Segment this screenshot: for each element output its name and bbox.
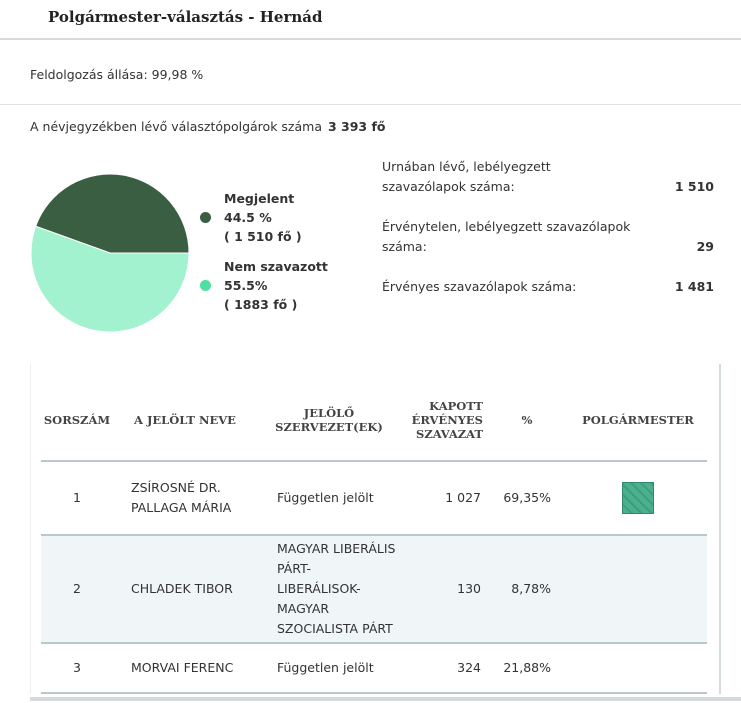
cell-organization: MAGYAR LIBERÁLIS PÁRT- LIBERÁLISOK-MAGYA… [257, 535, 401, 644]
pie-slice-appeared [35, 173, 190, 254]
cell-name: MORVAI FERENC [113, 643, 257, 694]
legend-dot-not-voted [200, 280, 211, 291]
legend-count: ( 1 510 fő ) [224, 229, 302, 244]
legend-not-voted: Nem szavazott 55.5% ( 1883 fő ) [224, 257, 328, 314]
cell-organization: Független jelölt [257, 643, 401, 694]
stat-label: Érvényes szavazólapok száma: [382, 279, 577, 294]
results-card: SORSZÁM A JELÖLT NEVE JELÖLŐ SZERVEZET(E… [30, 364, 721, 694]
cell-organization: Független jelölt [257, 461, 401, 536]
cell-number: 1 [41, 461, 113, 536]
col-mayor: POLGÁRMESTER [569, 380, 707, 462]
stat-valid-ballots: Érvényes szavazólapok száma: 1 481 [382, 277, 714, 297]
legend-label: Megjelent [224, 191, 295, 206]
card-shadow [30, 697, 741, 701]
stat-label: Érvénytelen, lebélyegzett szavazólapok s… [382, 219, 631, 254]
voters-value: 3 393 fő [327, 119, 386, 134]
table-row: 3 MORVAI FERENC Független jelölt 324 21,… [41, 643, 707, 694]
cell-percent: 8,78% [485, 535, 569, 644]
cell-percent: 69,35% [485, 461, 569, 536]
cell-number: 3 [41, 643, 113, 694]
legend-count: ( 1883 fő ) [224, 297, 298, 312]
col-name: A JELÖLT NEVE [113, 380, 257, 462]
stat-ballots-in-urn: Urnában lévő, lebélyegzett szavazólapok … [382, 157, 714, 197]
cell-votes: 324 [401, 643, 485, 694]
page-title: Polgármester-választás - Hernád [48, 8, 323, 26]
legend-dot-appeared [200, 212, 211, 223]
legend-label: Nem szavazott [224, 259, 328, 274]
stat-value: 1 481 [674, 279, 714, 294]
legend-percent: 44.5 % [224, 210, 272, 225]
stat-value: 1 510 [674, 179, 714, 194]
col-percent: % [485, 380, 569, 462]
divider [0, 104, 741, 105]
winner-marker-icon [622, 482, 654, 514]
legend-percent: 55.5% [224, 278, 268, 293]
registered-voters: A névjegyzékben lévő választópolgárok sz… [30, 119, 386, 134]
cell-votes: 1 027 [401, 461, 485, 536]
cell-name: CHLADEK TIBOR [113, 535, 257, 644]
cell-name: ZSÍROSNÉ DR. PALLAGA MÁRIA [113, 461, 257, 536]
table-row: 2 CHLADEK TIBOR MAGYAR LIBERÁLIS PÁRT- L… [41, 535, 707, 644]
cell-votes: 130 [401, 535, 485, 644]
col-number: SORSZÁM [41, 380, 113, 462]
stat-value: 29 [696, 239, 714, 254]
turnout-pie-chart [30, 173, 190, 333]
cell-percent: 21,88% [485, 643, 569, 694]
legend-appeared: Megjelent 44.5 % ( 1 510 fő ) [224, 189, 302, 246]
col-votes: KAPOTT ÉRVÉNYES SZAVAZAT [401, 380, 485, 462]
processing-status: Feldolgozás állása: 99,98 % [30, 67, 204, 82]
stat-label: Urnában lévő, lebélyegzett szavazólapok … [382, 159, 551, 194]
cell-number: 2 [41, 535, 113, 644]
voters-label: A névjegyzékben lévő választópolgárok sz… [30, 119, 322, 134]
pie-slice-not-voted [30, 225, 190, 333]
cell-mayor [569, 535, 707, 644]
divider [0, 38, 741, 40]
cell-mayor [569, 643, 707, 694]
col-organization: JELÖLŐ SZERVEZET(EK) [257, 380, 401, 462]
stat-invalid-ballots: Érvénytelen, lebélyegzett szavazólapok s… [382, 217, 714, 257]
table-row: 1 ZSÍROSNÉ DR. PALLAGA MÁRIA Független j… [41, 461, 707, 536]
results-table: SORSZÁM A JELÖLT NEVE JELÖLŐ SZERVEZET(E… [41, 380, 707, 694]
